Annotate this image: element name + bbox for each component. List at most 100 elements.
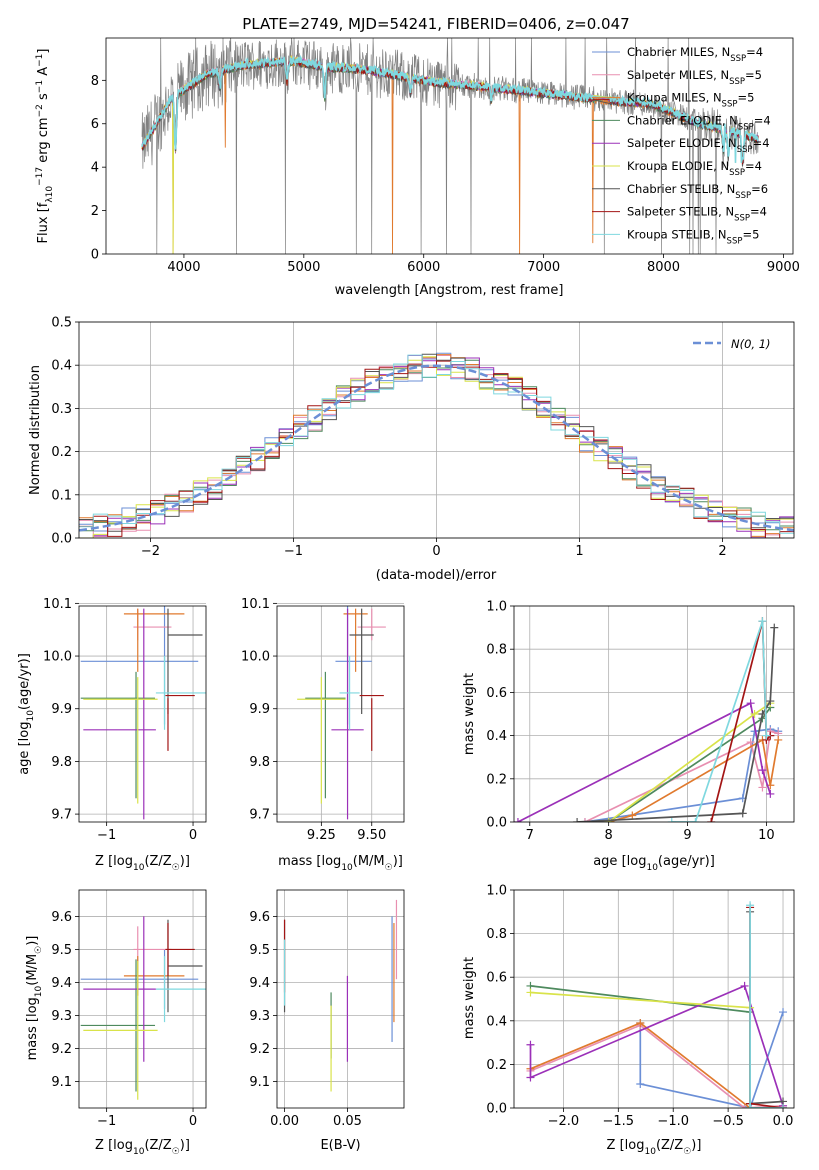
y-tick-label: 0.0 bbox=[51, 532, 72, 547]
x-axis-label-part: )] bbox=[691, 1138, 701, 1153]
grid bbox=[79, 602, 206, 822]
y-tick-label: 9.8 bbox=[249, 755, 270, 770]
legend-label-value: =4 bbox=[753, 136, 770, 150]
plot-area bbox=[283, 899, 398, 1092]
legend-entry-label: Kroupa STELIB, NSSP=5 bbox=[627, 227, 759, 246]
y-tick-label: 0.4 bbox=[486, 729, 507, 744]
legend-entry-label: N(0, 1) bbox=[731, 337, 771, 351]
weight-marker bbox=[779, 1104, 788, 1108]
x-axis-label-part: (Z/Z bbox=[144, 1138, 171, 1153]
y-axis-label-part: −17 bbox=[35, 167, 45, 186]
legend-label-sub: SSP bbox=[735, 191, 751, 201]
y-axis-label-part: 10 bbox=[45, 186, 55, 198]
weight-marker bbox=[746, 738, 755, 747]
age-vs-mass-panel: 9.25 9.50 9.7 9.8 9.9 10.0 10.1 mass [log10(M/M… bbox=[241, 597, 405, 873]
x-tick-label: 5000 bbox=[287, 260, 320, 275]
normal-distribution-curve bbox=[79, 364, 794, 532]
weight-marker bbox=[526, 1073, 535, 1082]
x-tick-label: −1 bbox=[97, 828, 116, 843]
legend-entry-label: Kroupa MILES, NSSP=5 bbox=[627, 91, 754, 110]
legend-label-value: =4 bbox=[754, 113, 771, 127]
x-axis-label: Z [log10(Z/Z☉)] bbox=[95, 854, 190, 873]
legend-label-sub: SSP bbox=[738, 122, 754, 132]
x-tick-label: 7 bbox=[526, 828, 534, 843]
y-tick-label: 6 bbox=[91, 117, 99, 132]
weight-line bbox=[530, 985, 783, 1108]
legend-label-text: Salpeter MILES, N bbox=[627, 68, 729, 82]
legend-entry-label: Kroupa ELODIE, NSSP=4 bbox=[627, 159, 762, 178]
x-axis-label-part: ☉ bbox=[385, 863, 393, 873]
legend-label-sub: SSP bbox=[737, 145, 753, 155]
legend-entry-label: Salpeter ELODIE, NSSP=4 bbox=[627, 136, 770, 155]
x-tick-label: 0 bbox=[189, 828, 197, 843]
axes-frame bbox=[78, 605, 207, 823]
weight-marker bbox=[573, 818, 582, 822]
x-axis-label-part: (M/M bbox=[353, 854, 385, 869]
legend-entry-label: Chabrier STELIB, NSSP=6 bbox=[627, 182, 768, 201]
weight-line bbox=[749, 911, 784, 1105]
legend-label-sub: SSP bbox=[734, 214, 750, 224]
x-tick-label: −2 bbox=[141, 544, 160, 559]
x-axis-label-part: 10 bbox=[133, 863, 145, 873]
x-tick-label: 9.50 bbox=[357, 828, 386, 843]
mass-vs-extinction-panel: 0.00 0.05 9.1 9.2 9.3 9.4 9.5 9.6 E(B-V) bbox=[249, 889, 405, 1153]
plot-area bbox=[80, 606, 206, 820]
residual-histogram-step bbox=[79, 354, 794, 534]
legend-label-text: Kroupa STELIB, N bbox=[627, 227, 727, 241]
x-axis-label: Z [log10(Z/Z☉)] bbox=[607, 1138, 702, 1157]
weight-marker bbox=[514, 818, 522, 822]
residual-histogram-step bbox=[79, 353, 794, 532]
weight-marker bbox=[636, 1080, 645, 1089]
weight-line bbox=[517, 701, 772, 822]
legend-label-sub: SSP bbox=[727, 236, 743, 246]
weight-marker bbox=[746, 699, 755, 708]
legend-label-value: =5 bbox=[742, 227, 759, 241]
weight-marker bbox=[628, 811, 637, 820]
y-axis-label: mass weight bbox=[462, 957, 477, 1039]
y-tick-label: 9.2 bbox=[51, 1042, 72, 1057]
x-tick-label: 9 bbox=[683, 828, 691, 843]
x-axis-label-part: )] bbox=[393, 854, 403, 869]
y-axis-label-part: (age/yr)] bbox=[17, 653, 32, 710]
y-tick-label: 9.6 bbox=[51, 910, 72, 925]
y-tick-label: 1.0 bbox=[486, 600, 507, 615]
y-tick-label: 0.4 bbox=[51, 359, 72, 374]
weight-marker bbox=[746, 901, 755, 910]
y-tick-label: 9.5 bbox=[51, 943, 72, 958]
mass-vs-metallicity-panel: −1 09.19.29.39.49.59.6Z [log10(Z/Z☉)]mass… bbox=[25, 889, 207, 1157]
weight-marker bbox=[526, 1040, 535, 1049]
x-tick-label: 9000 bbox=[767, 260, 800, 275]
weight-marker bbox=[604, 818, 613, 822]
legend-label-sub: SSP bbox=[729, 77, 745, 87]
x-tick-label: 8000 bbox=[647, 260, 680, 275]
plot-area bbox=[80, 916, 206, 1100]
y-axis-label-part: )] bbox=[25, 936, 40, 946]
x-tick-label: 7000 bbox=[527, 260, 560, 275]
y-tick-label: 8 bbox=[91, 74, 99, 89]
age-vs-metallicity-panel: −1 09.79.89.910.010.1Z [log10(Z/Z☉)]age [… bbox=[17, 597, 207, 873]
y-axis-label: mass [log10(M/M☉)] bbox=[25, 936, 44, 1061]
y-tick-label: 0.0 bbox=[486, 1102, 507, 1117]
x-axis-label-part: ☉ bbox=[683, 1147, 691, 1157]
weight-line bbox=[577, 627, 776, 822]
x-axis-label-part: 10 bbox=[644, 1147, 656, 1157]
x-axis-label: mass [log10(M/M☉)] bbox=[278, 854, 403, 873]
y-tick-label: 10.1 bbox=[241, 597, 270, 612]
axes-frame bbox=[513, 605, 795, 823]
y-tick-label: 0.3 bbox=[51, 402, 72, 417]
x-tick-label: −2.0 bbox=[548, 1114, 580, 1129]
x-tick-label: 0 bbox=[189, 1114, 197, 1129]
y-axis-label-part: −2 bbox=[35, 104, 45, 117]
weight-marker bbox=[667, 818, 676, 822]
y-tick-label: 1.0 bbox=[486, 884, 507, 899]
x-tick-label: 4000 bbox=[167, 260, 200, 275]
y-axis-label-part: erg cm bbox=[36, 117, 51, 166]
y-tick-label: 9.3 bbox=[51, 1009, 72, 1024]
x-axis-label-part: 10 bbox=[341, 863, 353, 873]
y-axis-label-part: Flux [f bbox=[36, 202, 51, 243]
y-tick-label: 9.7 bbox=[51, 808, 72, 823]
legend-label-sub: SSP bbox=[730, 54, 746, 64]
residual-histogram-step bbox=[79, 360, 794, 538]
x-tick-label: 1 bbox=[575, 544, 583, 559]
